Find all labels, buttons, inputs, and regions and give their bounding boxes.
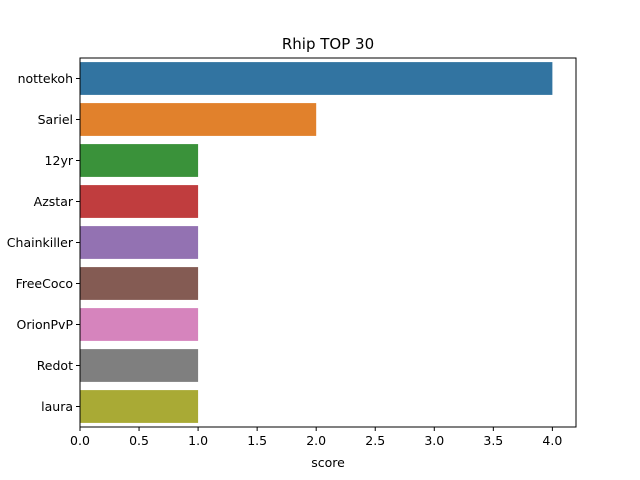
x-tick-label: 4.0 [542,433,562,448]
y-tick-label: nottekoh [18,71,73,86]
x-axis-ticks: 0.0 0.5 1.0 1.5 2.0 2.5 3.0 3.5 4.0 [70,427,562,448]
x-axis-label: score [311,455,345,470]
x-tick-label: 3.5 [483,433,503,448]
bars-group [80,62,553,423]
y-axis-ticks: nottekoh Sariel 12yr Azstar Chainkiller FreeC… [7,71,80,414]
y-tick-label: Redot [37,358,73,373]
bar-redot [80,349,199,382]
x-tick-label: 1.5 [247,433,267,448]
x-tick-label: 0.5 [129,433,149,448]
y-tick-label: Sariel [38,112,73,127]
y-tick-label: FreeCoco [16,276,73,291]
chart-title: Rhip TOP 30 [282,35,374,53]
bar-freecoco [80,267,199,300]
bar-azstar [80,185,199,218]
bar-laura [80,390,199,423]
bar-sariel [80,103,317,136]
bar-nottekoh [80,62,553,95]
x-tick-label: 0.0 [70,433,90,448]
bar-chainkiller [80,226,199,259]
bar-12yr [80,144,199,177]
y-tick-label: Azstar [34,194,74,209]
plot-frame [79,57,577,428]
x-tick-label: 2.0 [306,433,326,448]
bar-orionpvp [80,308,199,341]
y-tick-label: OrionPvP [17,317,74,332]
y-tick-label: 12yr [45,153,74,168]
x-tick-label: 1.0 [188,433,208,448]
y-tick-label: Chainkiller [7,235,74,250]
y-tick-label: laura [41,399,73,414]
x-tick-label: 3.0 [424,433,444,448]
x-tick-label: 2.5 [365,433,385,448]
